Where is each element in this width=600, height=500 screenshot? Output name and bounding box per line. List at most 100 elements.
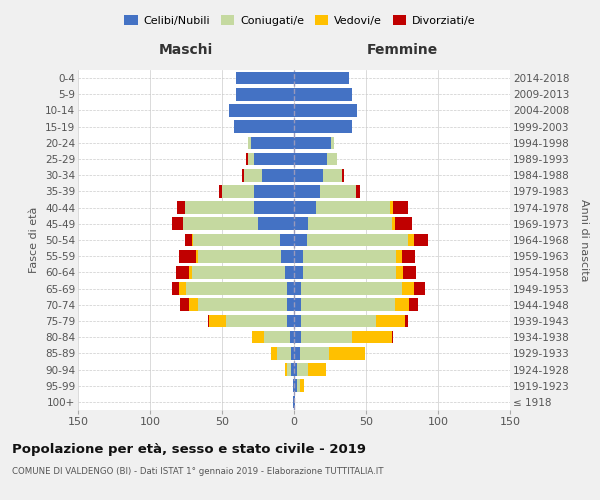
Bar bbox=[302, 266, 396, 278]
Bar bbox=[287, 363, 291, 376]
Bar bbox=[189, 298, 197, 311]
Bar bbox=[294, 202, 316, 214]
Bar bbox=[287, 298, 294, 311]
Bar bbox=[403, 266, 416, 278]
Bar bbox=[254, 185, 294, 198]
Bar bbox=[291, 347, 294, 360]
Text: Femmine: Femmine bbox=[367, 43, 437, 57]
Bar bbox=[297, 380, 300, 392]
Bar bbox=[189, 266, 192, 278]
Bar bbox=[395, 298, 409, 311]
Bar bbox=[208, 314, 209, 328]
Bar bbox=[294, 185, 320, 198]
Bar bbox=[300, 380, 304, 392]
Y-axis label: Fasce di età: Fasce di età bbox=[29, 207, 40, 273]
Bar bbox=[301, 282, 402, 295]
Bar bbox=[258, 218, 294, 230]
Bar bbox=[329, 347, 365, 360]
Bar bbox=[236, 88, 294, 101]
Bar bbox=[179, 282, 186, 295]
Bar bbox=[294, 266, 302, 278]
Bar bbox=[301, 331, 352, 344]
Bar bbox=[308, 218, 392, 230]
Bar bbox=[294, 396, 295, 408]
Bar bbox=[264, 331, 290, 344]
Bar bbox=[236, 72, 294, 85]
Bar bbox=[254, 202, 294, 214]
Bar bbox=[392, 218, 395, 230]
Bar bbox=[192, 234, 193, 246]
Text: Popolazione per età, sesso e stato civile - 2019: Popolazione per età, sesso e stato civil… bbox=[12, 442, 366, 456]
Bar bbox=[294, 250, 302, 262]
Bar bbox=[226, 314, 287, 328]
Bar bbox=[396, 266, 403, 278]
Bar bbox=[307, 234, 408, 246]
Bar bbox=[186, 282, 287, 295]
Bar bbox=[176, 266, 189, 278]
Bar bbox=[356, 185, 360, 198]
Bar bbox=[233, 120, 294, 133]
Bar bbox=[301, 314, 376, 328]
Bar bbox=[287, 314, 294, 328]
Bar bbox=[294, 72, 349, 85]
Bar bbox=[391, 202, 394, 214]
Bar bbox=[408, 234, 413, 246]
Bar bbox=[293, 380, 294, 392]
Bar bbox=[222, 185, 254, 198]
Bar bbox=[394, 202, 408, 214]
Bar bbox=[254, 152, 294, 166]
Bar bbox=[252, 331, 264, 344]
Y-axis label: Anni di nascita: Anni di nascita bbox=[579, 198, 589, 281]
Bar bbox=[402, 250, 415, 262]
Bar bbox=[300, 347, 329, 360]
Bar bbox=[271, 347, 277, 360]
Bar bbox=[294, 282, 301, 295]
Bar bbox=[244, 169, 262, 181]
Bar bbox=[316, 202, 391, 214]
Bar bbox=[413, 282, 425, 295]
Bar bbox=[291, 363, 294, 376]
Bar bbox=[294, 169, 323, 181]
Bar bbox=[281, 250, 294, 262]
Bar bbox=[178, 202, 185, 214]
Bar bbox=[294, 298, 301, 311]
Bar bbox=[301, 298, 395, 311]
Bar bbox=[229, 104, 294, 117]
Bar bbox=[294, 234, 307, 246]
Bar bbox=[280, 234, 294, 246]
Bar bbox=[396, 250, 402, 262]
Bar bbox=[180, 298, 189, 311]
Bar bbox=[405, 314, 408, 328]
Bar bbox=[297, 363, 308, 376]
Bar bbox=[248, 152, 254, 166]
Bar bbox=[294, 136, 331, 149]
Bar bbox=[352, 331, 392, 344]
Bar bbox=[172, 282, 179, 295]
Bar bbox=[290, 331, 294, 344]
Bar bbox=[219, 185, 222, 198]
Bar bbox=[327, 152, 337, 166]
Bar bbox=[302, 250, 396, 262]
Bar bbox=[308, 363, 326, 376]
Bar bbox=[286, 363, 287, 376]
Bar bbox=[251, 136, 294, 149]
Bar bbox=[193, 234, 280, 246]
Bar bbox=[179, 250, 196, 262]
Legend: Celibi/Nubili, Coniugati/e, Vedovi/e, Divorziati/e: Celibi/Nubili, Coniugati/e, Vedovi/e, Di… bbox=[120, 10, 480, 30]
Bar bbox=[395, 218, 412, 230]
Bar bbox=[247, 152, 248, 166]
Bar bbox=[294, 104, 358, 117]
Bar bbox=[287, 282, 294, 295]
Bar bbox=[341, 169, 344, 181]
Bar bbox=[197, 250, 281, 262]
Bar bbox=[392, 331, 394, 344]
Bar bbox=[294, 314, 301, 328]
Bar bbox=[294, 120, 352, 133]
Bar bbox=[286, 266, 294, 278]
Bar bbox=[294, 152, 327, 166]
Bar bbox=[185, 234, 192, 246]
Bar bbox=[413, 234, 428, 246]
Bar bbox=[323, 169, 341, 181]
Bar bbox=[294, 380, 297, 392]
Bar bbox=[402, 282, 413, 295]
